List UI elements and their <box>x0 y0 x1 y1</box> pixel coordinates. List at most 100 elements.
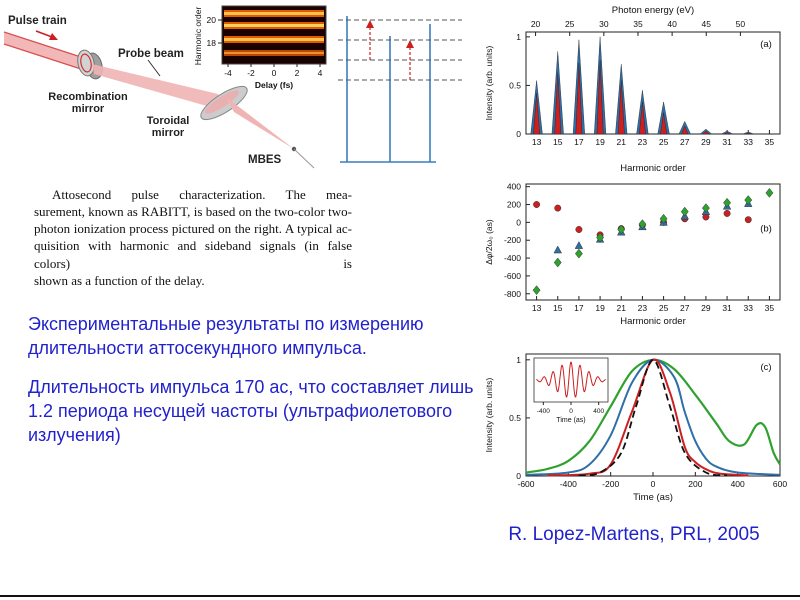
svg-text:400: 400 <box>507 182 521 192</box>
svg-text:400: 400 <box>731 479 745 489</box>
inset-ytick-18: 18 <box>207 38 217 48</box>
svg-text:23: 23 <box>638 137 648 147</box>
svg-text:25: 25 <box>659 137 669 147</box>
probe-beam-pointer <box>147 59 161 77</box>
svg-text:-400: -400 <box>537 408 550 415</box>
svg-text:-400: -400 <box>504 253 521 263</box>
svg-text:-600: -600 <box>504 271 521 281</box>
svg-text:-800: -800 <box>504 289 521 299</box>
harmonic-phase-chart: 13 15 17 19 21 23 25 27 29 31 33 35 -800 -600 -400 -200… <box>482 176 792 347</box>
svg-text:200: 200 <box>688 479 702 489</box>
svg-text:Time (as): Time (as) <box>556 417 585 424</box>
toroidal-mirror <box>200 85 248 121</box>
svg-text:13: 13 <box>532 303 542 313</box>
inset-xtick: 4 <box>318 68 323 78</box>
probe-beam-path <box>92 64 228 112</box>
inset-xtick: -4 <box>224 68 232 78</box>
figure-caption: Attosecond pulse characterization. The m… <box>34 186 352 289</box>
svg-text:600: 600 <box>773 479 787 489</box>
svg-text:1: 1 <box>516 32 521 42</box>
caption-line: quisition with harmonic and sideband sig… <box>34 238 352 271</box>
svg-text:50: 50 <box>736 19 746 29</box>
recombination-mirror-label-2: mirror <box>72 103 105 115</box>
inset-ytick-20: 20 <box>207 15 217 25</box>
focused-beam <box>226 97 294 149</box>
inset-xtick: -2 <box>247 68 255 78</box>
svg-text:15: 15 <box>553 303 563 313</box>
svg-text:35: 35 <box>765 303 775 313</box>
svg-text:45: 45 <box>702 19 712 29</box>
svg-text:35: 35 <box>633 19 643 29</box>
reference-citation: R. Lopez-Martens, PRL, 2005 <box>508 524 760 545</box>
svg-text:21: 21 <box>617 303 627 313</box>
svg-text:1: 1 <box>516 355 521 365</box>
caption-line: shown as a function of the delay. <box>34 272 205 288</box>
harmonic-spectrum-chart: Photon energy (eV) 20 25 30 35 40 45 50 13 15 17 19… <box>482 2 792 179</box>
svg-text:17: 17 <box>574 303 584 313</box>
caption-line: surement, known as RABITT, is based on t… <box>34 204 352 220</box>
beam-edge <box>3 31 85 59</box>
recombination-mirror-label-1: Recombination <box>48 91 128 103</box>
svg-text:23: 23 <box>638 303 648 313</box>
slide-border <box>0 595 800 597</box>
probe-beam-label: Probe beam <box>118 48 184 60</box>
svg-text:31: 31 <box>722 303 732 313</box>
svg-text:31: 31 <box>722 137 732 147</box>
chart-c-canvas: -600 -400 -200 0 200 400 600 0 0.5 1 Time (as) Inte… <box>484 353 787 503</box>
pulse-train-arrowhead <box>49 33 58 40</box>
chart-b-canvas: 13 15 17 19 21 23 25 27 29 31 33 35 -800 -600 -400 -200… <box>484 182 781 327</box>
pulse-train-arrow <box>35 30 53 38</box>
energy-level-diagram <box>338 16 462 163</box>
caption-line: Attosecond pulse characterization. The m… <box>52 187 352 202</box>
svg-text:19: 19 <box>595 137 605 147</box>
svg-text:0: 0 <box>651 479 656 489</box>
spectrometer-axis <box>293 148 315 169</box>
body-text: Экспериментальные результаты по измерени… <box>28 312 476 463</box>
svg-text:27: 27 <box>680 303 690 313</box>
svg-text:(c): (c) <box>760 362 771 373</box>
svg-text:(a): (a) <box>760 39 772 50</box>
svg-text:13: 13 <box>532 137 542 147</box>
svg-text:0: 0 <box>516 129 521 139</box>
beam-edge <box>3 43 85 71</box>
svg-text:-600: -600 <box>517 479 534 489</box>
svg-text:-200: -200 <box>504 235 521 245</box>
pulse-profile-chart: -600 -400 -200 0 200 400 600 0 0.5 1 Time (as) Inte… <box>482 344 792 527</box>
pulse-train-label: Pulse train <box>8 15 67 27</box>
inset-xlabel: Delay (fs) <box>255 80 293 90</box>
svg-text:0.5: 0.5 <box>509 413 521 423</box>
svg-text:20: 20 <box>531 19 541 29</box>
svg-text:29: 29 <box>701 137 711 147</box>
svg-text:Photon energy (eV): Photon energy (eV) <box>612 5 694 16</box>
svg-text:Intensity (arb. units): Intensity (arb. units) <box>484 46 494 121</box>
svg-text:17: 17 <box>574 137 584 147</box>
svg-text:15: 15 <box>553 137 563 147</box>
inset-xtick: 0 <box>272 68 277 78</box>
rabitt-false-color-inset: 20 18 Harmonic order -4 -2 0 2 4 Delay (… <box>193 5 327 90</box>
svg-text:Δφ/2ω₀ (as): Δφ/2ω₀ (as) <box>484 219 494 265</box>
svg-text:29: 29 <box>701 303 711 313</box>
svg-text:30: 30 <box>599 19 609 29</box>
svg-text:0: 0 <box>516 217 521 227</box>
caption-line: photon ionization process pictured on th… <box>34 221 352 237</box>
body-paragraph-2: Длительность импульса 170 ас, что состав… <box>28 377 474 446</box>
svg-text:(b): (b) <box>760 223 772 234</box>
svg-text:400: 400 <box>593 408 604 415</box>
svg-text:0.5: 0.5 <box>509 80 521 90</box>
toroidal-mirror-label-2: mirror <box>152 127 185 139</box>
toroidal-mirror-label-1: Toroidal <box>147 115 190 127</box>
svg-text:200: 200 <box>507 200 521 210</box>
svg-text:Intensity (arb. units): Intensity (arb. units) <box>484 378 494 453</box>
incoming-beam <box>4 32 84 70</box>
svg-text:25: 25 <box>565 19 575 29</box>
svg-text:Harmonic order: Harmonic order <box>620 163 685 174</box>
experimental-setup-diagram: Pulse train Probe beam Recombination mir… <box>3 5 462 169</box>
svg-text:Time (as): Time (as) <box>633 492 673 503</box>
svg-text:33: 33 <box>744 137 754 147</box>
svg-text:33: 33 <box>744 303 754 313</box>
chart-a-canvas: Photon energy (eV) 20 25 30 35 40 45 50 13 15 17 19… <box>484 5 781 174</box>
svg-text:19: 19 <box>595 303 605 313</box>
svg-text:Harmonic order: Harmonic order <box>620 316 685 327</box>
svg-text:21: 21 <box>617 137 627 147</box>
